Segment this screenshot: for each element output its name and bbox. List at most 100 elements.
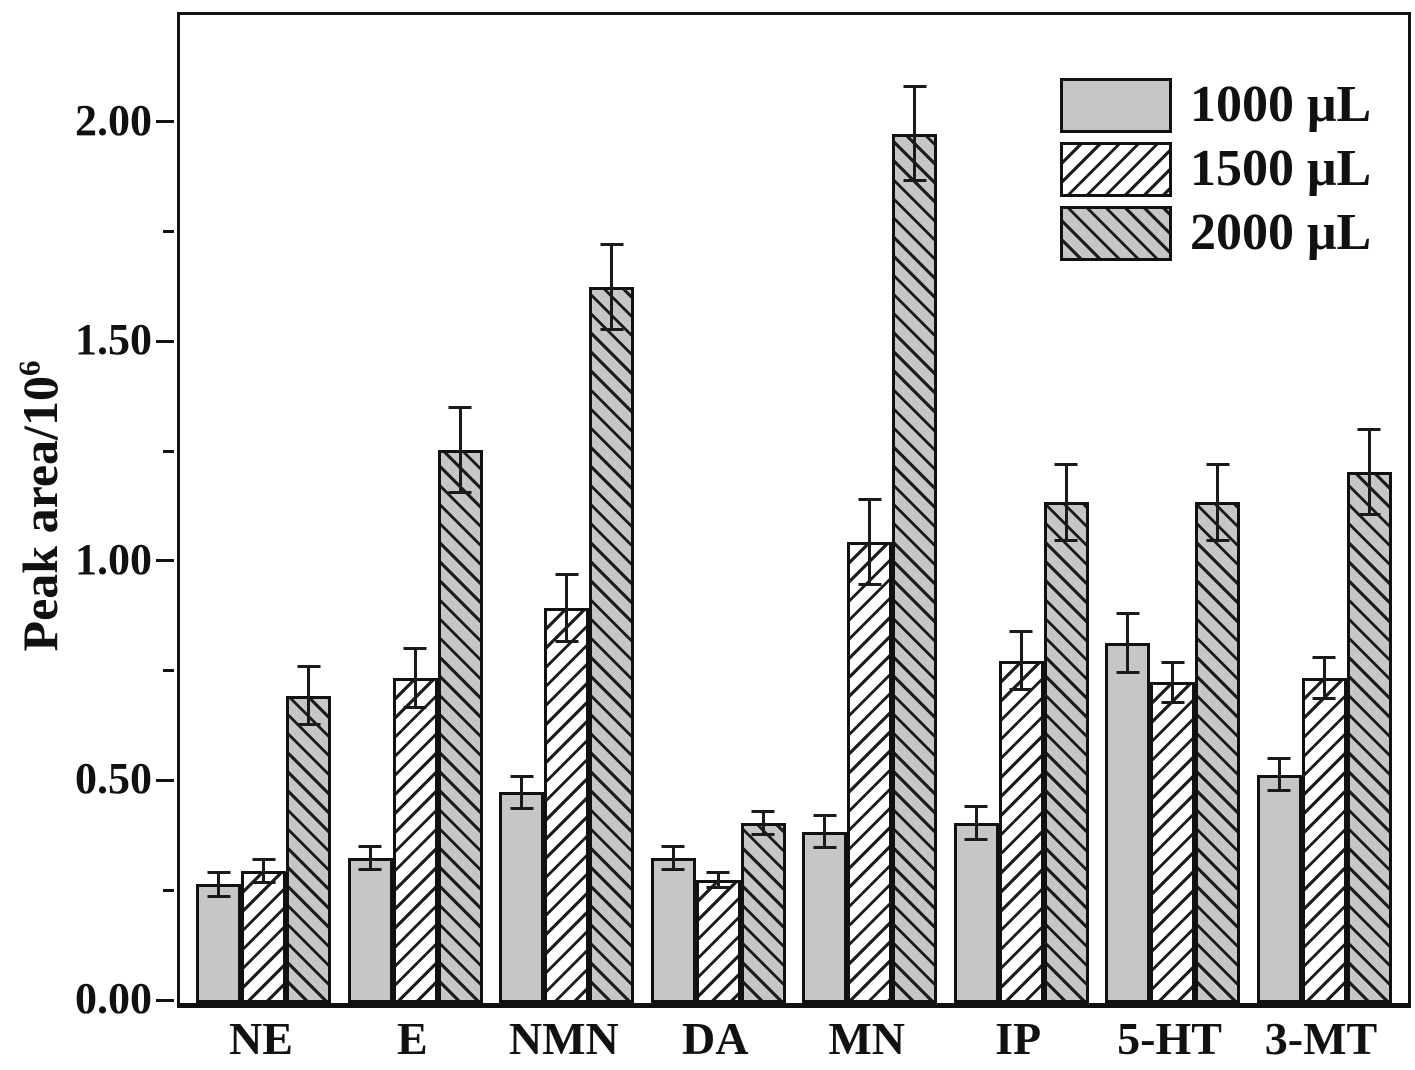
bar-slot bbox=[1301, 15, 1347, 1003]
x-tick-label-NMN: NMN bbox=[508, 1013, 619, 1064]
error-bar-MN-1000μL bbox=[813, 814, 837, 850]
error-bar-line bbox=[913, 85, 917, 182]
y-tick-label: 1.00 bbox=[75, 534, 152, 584]
error-bar-line bbox=[1064, 462, 1068, 542]
error-bar-line bbox=[716, 871, 720, 889]
error-bar-line bbox=[1171, 660, 1175, 705]
bar-3-MT-2000μL bbox=[1346, 471, 1392, 1003]
error-bar-cap-top bbox=[252, 858, 276, 862]
error-bar-cap-bottom bbox=[813, 846, 837, 850]
bar-E-1000μL bbox=[347, 858, 393, 1003]
error-bar-cap-top bbox=[1054, 462, 1078, 466]
bar-DA-1500μL bbox=[695, 880, 741, 1003]
legend-swatch-solid bbox=[1060, 77, 1172, 133]
error-bar-cap-top bbox=[903, 85, 927, 89]
bar-slot bbox=[544, 15, 590, 1003]
error-bar-DA-2000μL bbox=[751, 809, 775, 837]
bar-slot bbox=[1150, 15, 1196, 1003]
error-bar-MN-1500μL bbox=[858, 498, 882, 586]
bar-slot bbox=[695, 15, 741, 1003]
error-bar-cap-top bbox=[1116, 612, 1140, 616]
error-bar-cap-top bbox=[403, 647, 427, 651]
error-bar-cap-bottom bbox=[1267, 789, 1291, 793]
error-bar-cap-top bbox=[1312, 656, 1336, 660]
error-bar-cap-bottom bbox=[903, 178, 927, 182]
error-bar-3-MT-1000μL bbox=[1267, 757, 1291, 793]
error-bar-E-1000μL bbox=[358, 844, 382, 872]
bar-slot bbox=[499, 15, 545, 1003]
error-bar-line bbox=[761, 809, 765, 837]
error-bar-cap-top bbox=[555, 572, 579, 576]
error-bar-cap-top bbox=[207, 871, 231, 875]
error-bar-cap-bottom bbox=[858, 582, 882, 586]
error-bar-cap-bottom bbox=[297, 723, 321, 727]
legend-label: 1500 μL bbox=[1190, 140, 1372, 197]
error-bar-line bbox=[823, 814, 827, 850]
bar-group-5-HT bbox=[1105, 15, 1241, 1003]
y-tick-label: 0.00 bbox=[75, 974, 152, 1023]
error-bar-line bbox=[1216, 462, 1220, 542]
bar-E-1500μL bbox=[392, 678, 438, 1003]
bar-slot bbox=[740, 15, 786, 1003]
bar-NE-2000μL bbox=[286, 695, 332, 1003]
x-tick-label-3-MT: 3-MT bbox=[1264, 1013, 1378, 1064]
plot-area: 1000 μL 1500 μL 2000 μL bbox=[177, 12, 1411, 1008]
bar-slot bbox=[998, 15, 1044, 1003]
error-bar-NE-1500μL bbox=[252, 858, 276, 885]
x-axis-labels: NE E NMN DA MN IP 5-HT 3-MT bbox=[177, 1013, 1405, 1065]
x-tick-label-IP: IP bbox=[995, 1013, 1042, 1064]
error-bar-cap-bottom bbox=[706, 885, 730, 889]
error-bar-cap-bottom bbox=[207, 894, 231, 898]
error-bar-NMN-1000μL bbox=[510, 774, 534, 810]
error-bar-cap-bottom bbox=[600, 328, 624, 332]
error-bar-cap-top bbox=[600, 243, 624, 247]
y-tick-minor bbox=[163, 449, 174, 453]
error-bar-cap-bottom bbox=[1054, 538, 1078, 542]
error-bar-NMN-2000μL bbox=[600, 243, 624, 332]
error-bar-cap-bottom bbox=[1161, 701, 1185, 705]
error-bar-cap-top bbox=[358, 844, 382, 848]
bar-slot bbox=[1195, 15, 1241, 1003]
error-bar-MN-2000μL bbox=[903, 85, 927, 182]
error-bar-DA-1000μL bbox=[661, 844, 685, 872]
bar-group-NMN bbox=[499, 15, 635, 1003]
error-bar-cap-top bbox=[297, 664, 321, 668]
error-bar-line bbox=[1277, 757, 1281, 793]
bar-slot bbox=[196, 15, 242, 1003]
error-bar-line bbox=[868, 498, 872, 586]
error-bar-cap-top bbox=[1009, 629, 1033, 633]
bar-5-HT-1000μL bbox=[1105, 642, 1151, 1003]
error-bar-line bbox=[671, 844, 675, 872]
x-tick-label-MN: MN bbox=[828, 1013, 905, 1064]
error-bar-line bbox=[262, 858, 266, 885]
legend-item-1500ul: 1500 μL bbox=[1060, 137, 1371, 201]
y-tick-labels: 0.00 0.50 1.00 1.50 2.00 bbox=[0, 12, 152, 1020]
error-bar-cap-top bbox=[1206, 462, 1230, 466]
y-tick-label: 2.00 bbox=[75, 95, 152, 145]
error-bar-line bbox=[413, 647, 417, 709]
error-bar-cap-bottom bbox=[1206, 538, 1230, 542]
bar-E-2000μL bbox=[437, 449, 483, 1003]
error-bar-cap-bottom bbox=[964, 837, 988, 841]
error-bar-cap-bottom bbox=[358, 868, 382, 872]
error-bar-line bbox=[1126, 612, 1130, 674]
error-bar-cap-bottom bbox=[252, 881, 276, 885]
x-tick-label-E: E bbox=[397, 1013, 428, 1064]
bar-3-MT-1500μL bbox=[1301, 678, 1347, 1003]
bar-MN-1500μL bbox=[847, 541, 893, 1003]
bar-slot bbox=[589, 15, 635, 1003]
y-tick-minor bbox=[163, 888, 174, 892]
y-tick-major bbox=[156, 339, 174, 343]
bar-group-IP bbox=[953, 15, 1089, 1003]
error-bar-line bbox=[368, 844, 372, 872]
error-bar-line bbox=[1322, 656, 1326, 701]
error-bar-cap-bottom bbox=[661, 868, 685, 872]
bar-MN-2000μL bbox=[892, 133, 938, 1003]
error-bar-cap-bottom bbox=[510, 806, 534, 810]
error-bar-line bbox=[217, 871, 221, 898]
bar-NMN-2000μL bbox=[589, 287, 635, 1003]
error-bar-cap-bottom bbox=[448, 490, 472, 494]
legend: 1000 μL 1500 μL 2000 μL bbox=[1060, 73, 1371, 265]
legend-swatch-backward-hatch bbox=[1060, 205, 1172, 261]
